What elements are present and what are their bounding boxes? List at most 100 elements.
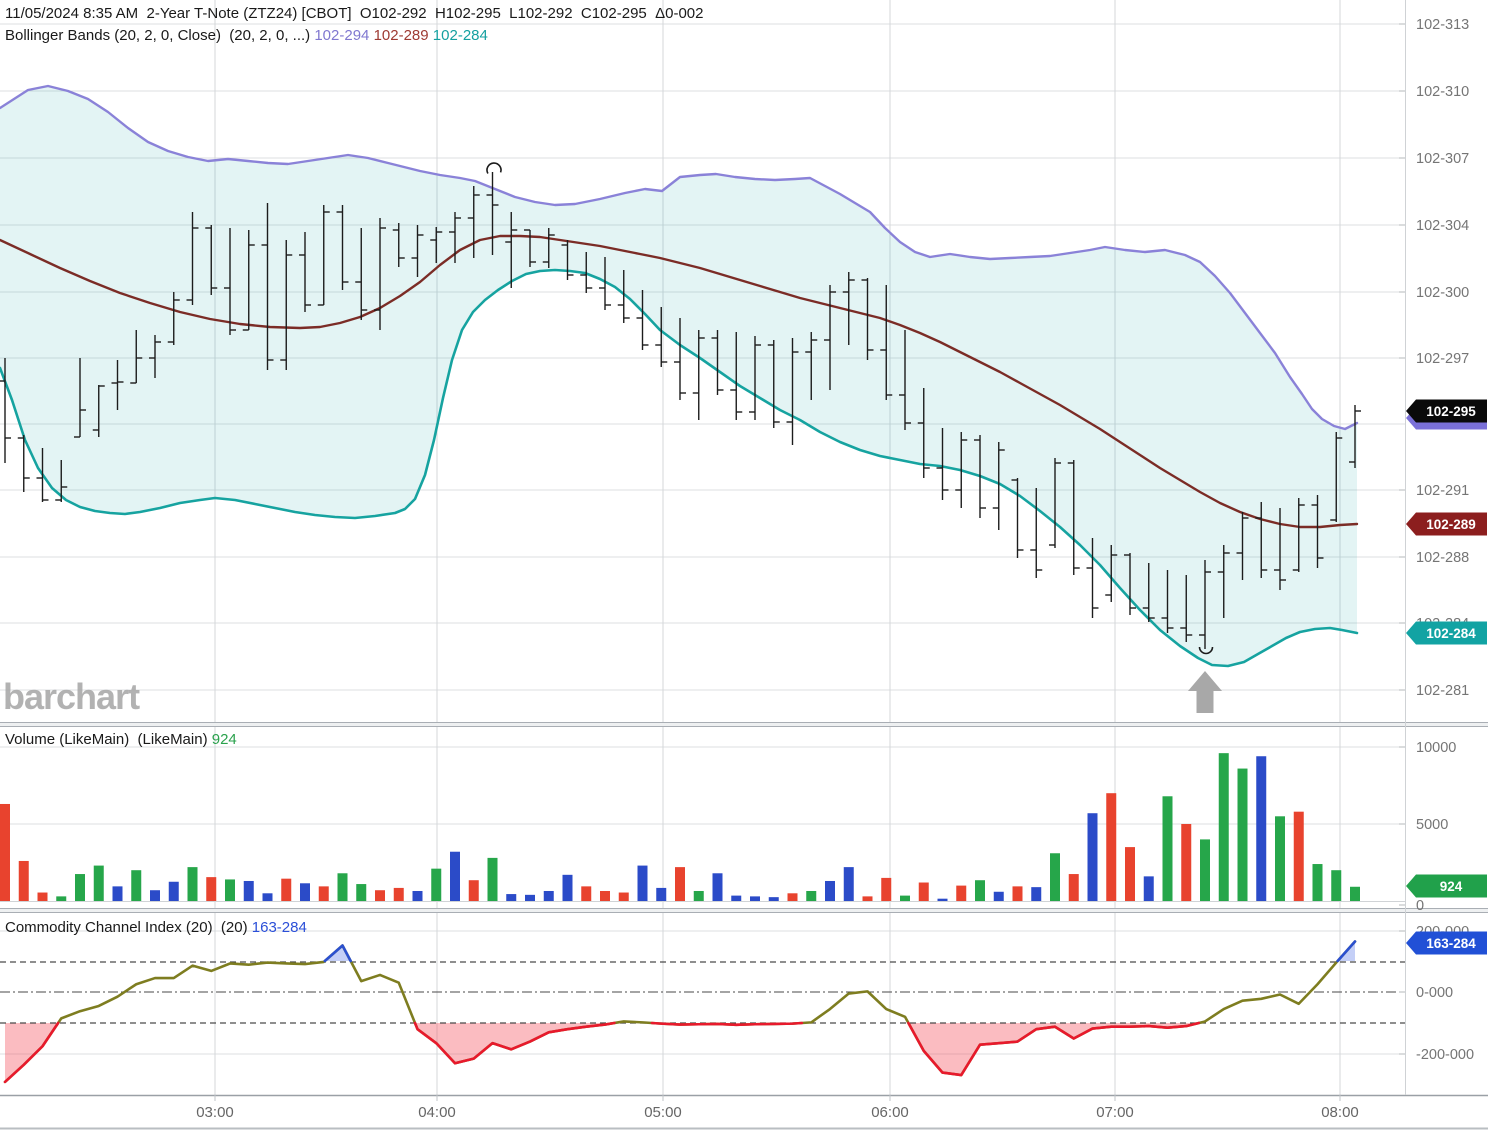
volume-bar <box>825 880 835 901</box>
cci-oversold-fill <box>5 1023 59 1082</box>
volume-bar <box>1312 864 1323 901</box>
volume-bar <box>412 890 423 901</box>
volume-bar <box>562 874 573 901</box>
volume-bar <box>956 885 967 901</box>
bollinger-band-fill <box>0 86 1357 666</box>
volume-bar <box>18 860 29 901</box>
price-axis-label: 102-297 <box>1416 351 1469 367</box>
cci-line-oversold <box>3 1021 60 1084</box>
volume-bar <box>1256 756 1267 901</box>
volume-bar <box>1143 876 1154 901</box>
volume-bar <box>581 886 592 901</box>
price-axis-label: 102-288 <box>1416 550 1469 566</box>
ohlc-bars <box>0 172 1361 649</box>
volume-bar <box>37 892 48 901</box>
volume-bar <box>337 873 348 901</box>
volume-bar <box>225 879 235 901</box>
volume-bar <box>318 886 329 901</box>
cci-oversold-fill <box>908 1023 1199 1076</box>
volume-bar <box>1293 811 1304 901</box>
volume-bar <box>693 890 704 901</box>
cci-oversold-fill <box>415 1023 615 1064</box>
time-axis-label: 03:00 <box>196 1104 234 1121</box>
bollinger-lower-band <box>0 268 1359 668</box>
time-axis-label: 04:00 <box>418 1104 456 1121</box>
axis-price-badge <box>1406 621 1487 645</box>
volume-bar <box>56 896 67 901</box>
volume-bar <box>787 893 798 901</box>
axis-badge-label: 102-289 <box>1426 517 1476 532</box>
volume-bar <box>712 873 723 901</box>
volume-bar <box>187 867 198 901</box>
volume-bar <box>506 894 517 901</box>
price-axis-label: 102-310 <box>1416 84 1469 100</box>
volume-bar <box>1031 887 1042 901</box>
volume-bar <box>993 891 1004 901</box>
volume-bar <box>1012 886 1023 901</box>
volume-bar <box>768 897 779 901</box>
volume-bar <box>937 898 948 901</box>
volume-bar <box>1050 853 1060 901</box>
volume-bar <box>1200 839 1210 901</box>
cci-line-overbought <box>1336 940 1357 963</box>
cci-axis-label: 0-000 <box>1416 985 1453 1001</box>
volume-bar <box>262 893 273 901</box>
volume-bar <box>1350 886 1360 901</box>
volume-bar <box>637 865 648 901</box>
time-axis-label: 07:00 <box>1096 1104 1134 1121</box>
price-axis-label: 102-300 <box>1416 285 1469 301</box>
volume-bar <box>543 890 554 901</box>
volume-bar <box>862 896 873 901</box>
time-axis-label: 08:00 <box>1321 1104 1359 1121</box>
volume-bar <box>487 857 498 901</box>
axis-badge-label: 102-284 <box>1426 626 1476 641</box>
cci-line-oversold <box>650 1021 804 1027</box>
volume-bar <box>168 881 179 901</box>
time-axis-label: 05:00 <box>644 1104 682 1121</box>
volume-bar <box>1218 753 1229 901</box>
panel-separator <box>0 908 1488 913</box>
volume-bar <box>731 895 742 901</box>
volume-bar <box>1162 796 1173 901</box>
volume-bar <box>243 880 254 901</box>
volume-bar <box>450 851 460 901</box>
volume-bar <box>900 895 910 901</box>
price-axis-label: 102-313 <box>1416 17 1469 33</box>
volume-bar <box>0 803 10 901</box>
volume-bar <box>300 883 310 901</box>
volume-bar <box>918 882 929 901</box>
volume-bar <box>131 870 142 901</box>
volume-axis-label: 0 <box>1416 898 1424 914</box>
volume-bar <box>93 865 104 901</box>
time-axis-label: 06:00 <box>871 1104 909 1121</box>
volume-bar <box>112 886 123 901</box>
volume-bar <box>1237 768 1248 901</box>
volume-axis-label: 5000 <box>1416 817 1448 833</box>
panel-separator <box>0 722 1488 727</box>
volume-bar <box>1087 813 1098 901</box>
volume-bar <box>1331 870 1342 901</box>
axis-price-badge <box>1406 931 1487 955</box>
volume-bar <box>1106 793 1117 901</box>
volume-bar <box>1275 816 1285 901</box>
cci-axis-label: -200-000 <box>1416 1047 1474 1063</box>
volume-bar <box>806 890 817 901</box>
volume-bar <box>975 880 985 901</box>
volume-bar <box>1068 874 1079 901</box>
low-marker-arc <box>1198 646 1214 655</box>
bollinger-middle-band <box>0 234 1359 529</box>
volume-bar <box>881 877 892 901</box>
axis-price-badge <box>1406 399 1487 423</box>
axis-badge-label: 924 <box>1440 879 1463 894</box>
volume-bar <box>206 877 217 901</box>
cci-line-oversold <box>907 1021 1201 1077</box>
price-axis-label: 102-291 <box>1416 483 1469 499</box>
volume-bar <box>750 896 760 901</box>
up-arrow-marker <box>1188 671 1222 713</box>
cci-line-oversold <box>413 1021 616 1065</box>
volume-bar <box>75 874 85 901</box>
volume-bar <box>375 890 385 901</box>
